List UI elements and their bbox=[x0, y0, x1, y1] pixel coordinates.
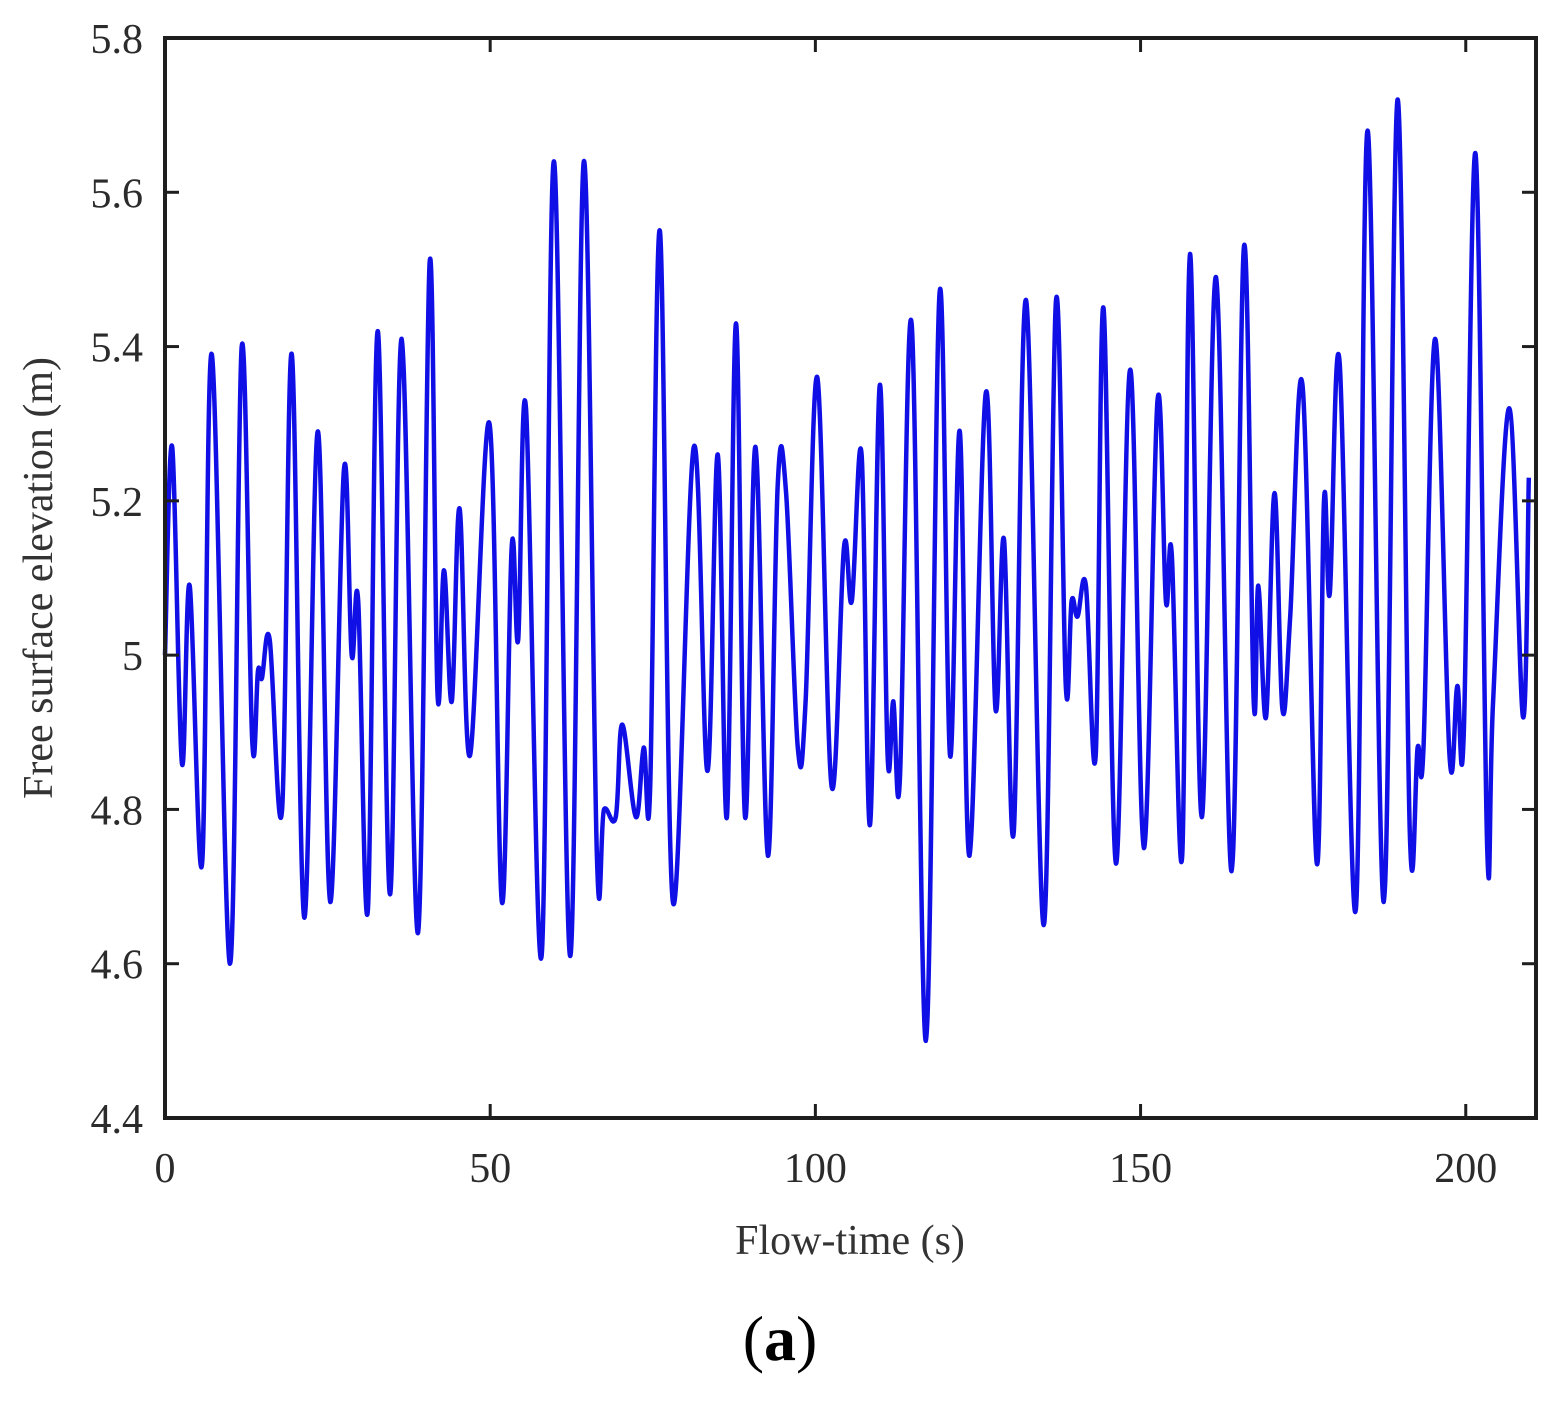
x-tick-label: 50 bbox=[469, 1146, 511, 1192]
y-tick-label: 4.4 bbox=[91, 1097, 144, 1143]
y-tick-label: 5.6 bbox=[91, 171, 144, 217]
x-tick-label: 0 bbox=[155, 1146, 176, 1192]
series-layer bbox=[162, 97, 1532, 1044]
figure-caption: (a) bbox=[0, 1302, 1560, 1376]
plot-frame bbox=[163, 36, 1538, 1120]
y-tick-label: 5.4 bbox=[91, 326, 144, 372]
y-axis-label: Free surface elevation (m) bbox=[16, 357, 62, 799]
x-tick-label: 100 bbox=[784, 1146, 847, 1192]
y-axis-ticks: 4.4 4.6 4.8 5 5.2 5.4 5.6 5.8 bbox=[91, 17, 1536, 1143]
y-tick-label: 5.8 bbox=[91, 17, 144, 63]
caption-open-paren: ( bbox=[742, 1303, 764, 1374]
line-chart: 0 50 100 150 200 4.4 4.6 4.8 5 5.2 5.4 5.6 5.8 Flow… bbox=[16, 17, 1538, 1264]
caption-letter: a bbox=[764, 1303, 796, 1374]
y-tick-label: 5.2 bbox=[91, 480, 144, 526]
y-tick-label: 4.8 bbox=[91, 788, 144, 834]
series-line-0 bbox=[162, 97, 1532, 1044]
y-tick-label: 5 bbox=[122, 634, 143, 680]
caption-close-paren: ) bbox=[796, 1303, 818, 1374]
x-axis-ticks: 0 50 100 150 200 bbox=[155, 38, 1497, 1192]
y-tick-label: 4.6 bbox=[91, 943, 144, 989]
x-tick-label: 150 bbox=[1109, 1146, 1172, 1192]
x-axis-label: Flow-time (s) bbox=[735, 1218, 965, 1264]
x-tick-label: 200 bbox=[1434, 1146, 1497, 1192]
